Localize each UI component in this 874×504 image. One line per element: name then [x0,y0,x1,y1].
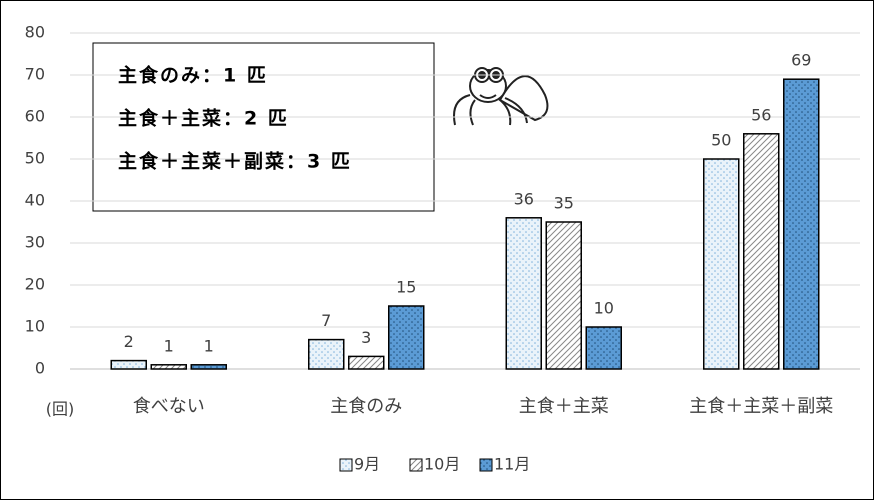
data-label: 1 [204,336,214,355]
data-label: 56 [751,105,771,124]
y-tick-label: 30 [25,233,45,252]
x-tick-label: 主食＋主菜＋副菜 [689,396,833,417]
data-label: 1 [164,336,174,355]
annotation-text: 主食＋主菜＋副菜：3 匹 [118,150,352,173]
y-tick-label: 80 [25,23,45,42]
data-label: 35 [554,194,574,213]
y-tick-label: 40 [25,191,45,210]
annotation-text: 主食＋主菜：2 匹 [118,107,289,130]
bar [546,222,581,369]
y-tick-label: 0 [35,359,45,378]
data-label: 69 [791,51,811,70]
data-label: 10 [594,299,614,318]
bar [744,134,779,369]
bar [191,365,226,369]
bar [784,79,819,369]
annotation-text: 主食のみ：1 匹 [118,64,268,87]
data-label: 2 [124,332,134,351]
bar [506,218,541,369]
x-tick-label: 主食＋主菜 [519,396,609,417]
x-tick-label: 食べない [133,396,205,417]
data-label: 50 [711,131,731,150]
legend-label: 10月 [424,455,460,474]
data-label: 3 [361,328,371,347]
x-tick-label: 主食のみ [330,396,402,417]
y-tick-label: 10 [25,317,45,336]
bar [586,327,621,369]
y-axis-unit: (回) [46,400,75,419]
chart: (回) 0 10 20 30 40 50 60 70 80 主食のみ：1 匹主食＋主菜：2 匹主食… [0,0,874,500]
bar [309,340,344,369]
y-tick-label: 50 [25,149,45,168]
bar [111,361,146,369]
legend-label: 11月 [494,455,530,474]
legend-swatch [410,459,422,471]
y-tick-label: 20 [25,275,45,294]
bar [151,365,186,369]
y-tick-label: 70 [25,65,45,84]
legend-label: 9月 [354,455,380,474]
data-label: 36 [514,189,534,208]
bar [349,356,384,369]
bar [704,159,739,369]
data-label: 7 [321,311,331,330]
legend-swatch [340,459,352,471]
data-label: 15 [396,278,416,297]
bar [389,306,424,369]
legend-swatch [480,459,492,471]
y-tick-label: 60 [25,107,45,126]
